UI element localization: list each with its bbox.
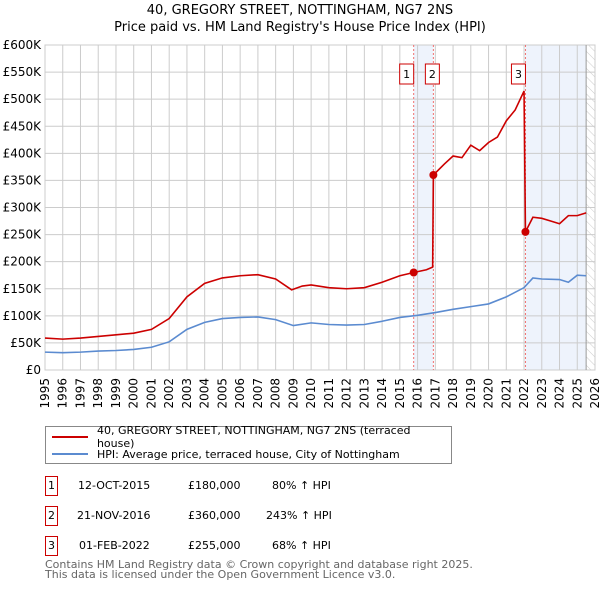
x-tick-label: 2016 <box>411 378 425 409</box>
x-tick-label: 1997 <box>73 378 87 409</box>
series-line <box>44 90 587 340</box>
legend-blue-line <box>52 453 88 455</box>
x-tick-label: 2009 <box>286 378 300 409</box>
chart-title: 40, GREGORY STREET, NOTTINGHAM, NG7 2NS <box>146 3 454 18</box>
sale-row: 3 01-FEB-2022 £255,000 68% ↑ HPI <box>45 536 445 556</box>
y-tick-label: £200K <box>3 255 43 269</box>
x-tick-label: 2010 <box>304 378 318 409</box>
sale-price: £255,000 <box>188 539 241 552</box>
x-tick-label: 2014 <box>375 378 389 409</box>
x-tick-label: 2007 <box>251 378 265 409</box>
plot-border <box>44 44 596 371</box>
sale-label: 2 <box>429 68 436 81</box>
legend-property: 40, GREGORY STREET, NOTTINGHAM, NG7 2NS … <box>96 424 411 450</box>
sale-date: 01-FEB-2022 <box>79 539 150 552</box>
footer: Contains HM Land Registry data © Crown c… <box>45 558 473 581</box>
sale-date: 21-NOV-2016 <box>77 509 151 522</box>
x-tick-label: 2020 <box>482 378 496 409</box>
sale-point <box>521 227 530 236</box>
x-tick-label: 2013 <box>357 378 371 409</box>
x-tick-label: 2004 <box>198 378 212 409</box>
sale-hpi: 80% ↑ HPI <box>272 479 331 492</box>
x-tick-label: 2008 <box>269 378 283 409</box>
sale-marker: 1 <box>45 476 58 496</box>
x-tick-label: 2011 <box>322 378 336 409</box>
sale-price: £360,000 <box>188 509 241 522</box>
x-tick-label: 2005 <box>215 378 229 409</box>
y-tick-label: £50K <box>10 336 42 350</box>
sale-point <box>409 268 418 277</box>
x-tick-label: 1995 <box>38 378 52 409</box>
y-tick-label: £600K <box>3 38 43 52</box>
x-tick-label: 2026 <box>588 378 600 409</box>
y-tick-label: £550K <box>3 65 43 79</box>
chart-subtitle: Price paid vs. HM Land Registry's House … <box>114 20 486 35</box>
x-tick-label: 2019 <box>464 378 478 409</box>
sale-row: 2 21-NOV-2016 £360,000 243% ↑ HPI <box>45 506 445 526</box>
y-tick-label: £100K <box>3 309 43 323</box>
x-tick-label: 1998 <box>91 378 105 409</box>
sale-label-box <box>424 63 440 85</box>
y-tick-label: £300K <box>3 201 43 215</box>
x-tick-label: 2001 <box>144 378 158 409</box>
y-tick-label: £500K <box>3 92 43 106</box>
sale-label-box <box>510 63 526 85</box>
x-tick-label: 2002 <box>162 378 176 409</box>
legend-hpi: HPI: Average price, terraced house, City… <box>97 447 400 461</box>
y-tick-label: £350K <box>3 173 43 187</box>
sale-marker: 3 <box>45 536 58 556</box>
footer-copyright: Contains HM Land Registry data © Crown c… <box>45 558 473 571</box>
series-line <box>44 274 587 354</box>
x-tick-label: 1996 <box>56 378 70 409</box>
x-tick-label: 2012 <box>340 378 354 409</box>
sale-point <box>429 171 438 179</box>
x-tick-label: 1999 <box>109 378 123 409</box>
x-tick-label: 2018 <box>446 378 460 409</box>
sale-label-box <box>399 63 415 85</box>
sale-marker: 2 <box>45 506 58 526</box>
x-tick-label: 2017 <box>428 378 442 409</box>
y-tick-label: £450K <box>3 119 43 133</box>
x-tick-label: 2000 <box>127 378 141 409</box>
legend-red-line <box>52 436 88 438</box>
x-tick-label: 2025 <box>570 378 584 409</box>
x-tick-label: 2024 <box>553 378 567 409</box>
sale-date: 12-OCT-2015 <box>78 479 151 492</box>
sale-label: 3 <box>515 68 522 81</box>
x-tick-label: 2021 <box>499 378 513 409</box>
legend: 40, GREGORY STREET, NOTTINGHAM, NG7 2NS … <box>45 424 452 464</box>
sale-label: 1 <box>403 68 410 81</box>
y-tick-label: £400K <box>3 146 43 160</box>
footer-licence: This data is licensed under the Open Gov… <box>45 568 396 581</box>
y-tick-label: £150K <box>3 282 43 296</box>
sale-hpi: 68% ↑ HPI <box>272 539 331 552</box>
sale-hpi: 243% ↑ HPI <box>266 509 332 522</box>
sale-price: £180,000 <box>188 479 241 492</box>
x-tick-label: 2022 <box>517 378 531 409</box>
sale-row: 1 12-OCT-2015 £180,000 80% ↑ HPI <box>45 476 445 496</box>
x-tick-label: 2015 <box>393 378 407 409</box>
price-chart: £0 £50K £100K £150K £200K £250K £300K £350K £400… <box>3 38 600 409</box>
x-tick-label: 2023 <box>535 378 549 409</box>
x-tick-label: 2003 <box>180 378 194 409</box>
y-tick-label: £250K <box>3 228 43 242</box>
y-tick-label: £0 <box>26 363 41 377</box>
x-tick-label: 2006 <box>233 378 247 409</box>
